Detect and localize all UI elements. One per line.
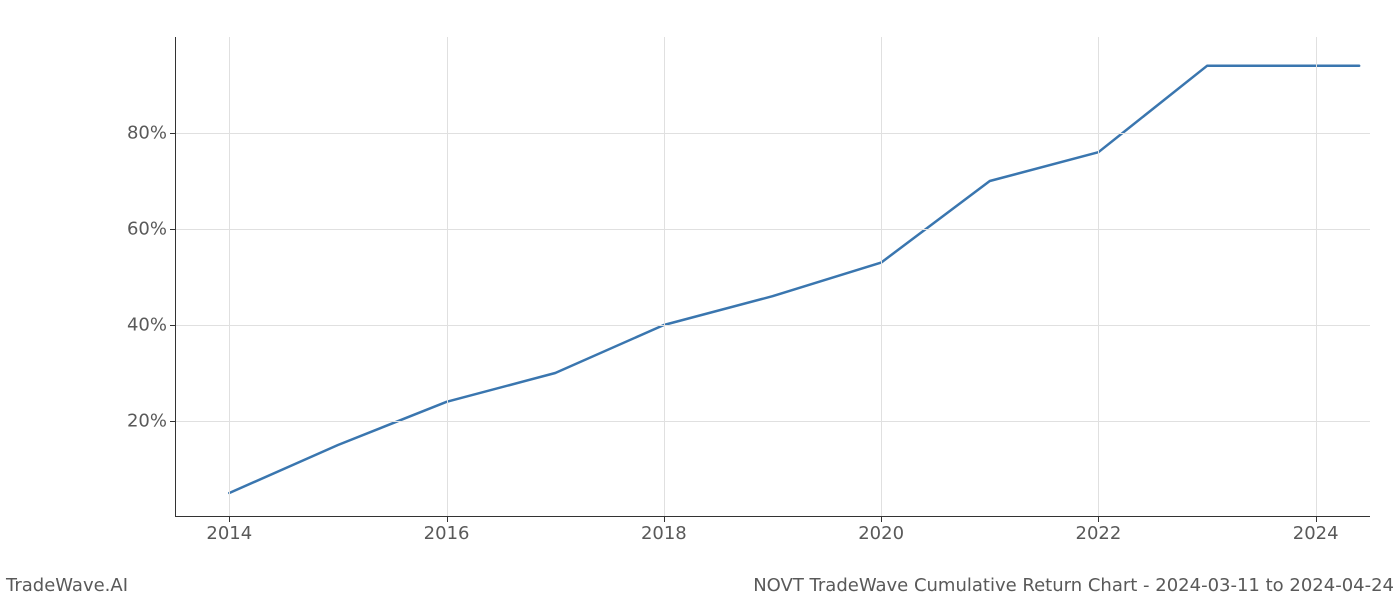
x-tick-label: 2024 — [1293, 523, 1339, 544]
y-axis-spine — [175, 37, 176, 517]
x-tick-label: 2020 — [858, 523, 904, 544]
footer-right-label: NOVT TradeWave Cumulative Return Chart -… — [753, 575, 1394, 596]
y-axis-labels: 20% 40% 60% 80% — [0, 37, 175, 517]
gridline-horizontal — [175, 229, 1370, 230]
gridline-vertical — [229, 37, 230, 517]
y-tick-label: 40% — [0, 315, 167, 336]
x-tick-label: 2014 — [206, 523, 252, 544]
gridline-vertical — [447, 37, 448, 517]
gridline-horizontal — [175, 325, 1370, 326]
y-tick-label: 20% — [0, 411, 167, 432]
footer-left-label: TradeWave.AI — [6, 575, 128, 596]
y-tick-label: 60% — [0, 219, 167, 240]
gridline-vertical — [1098, 37, 1099, 517]
x-tick-label: 2018 — [641, 523, 687, 544]
x-tick-label: 2016 — [424, 523, 470, 544]
gridline-vertical — [664, 37, 665, 517]
gridline-vertical — [1316, 37, 1317, 517]
gridline-horizontal — [175, 421, 1370, 422]
y-tick-label: 80% — [0, 123, 167, 144]
gridline-vertical — [881, 37, 882, 517]
plot-area — [175, 37, 1370, 517]
x-axis-labels: 2014 2016 2018 2020 2022 2024 — [175, 517, 1370, 547]
line-series-svg — [175, 37, 1370, 517]
gridline-horizontal — [175, 133, 1370, 134]
line-series-cumulative-return — [229, 66, 1359, 493]
x-tick-label: 2022 — [1076, 523, 1122, 544]
chart-container: 2014 2016 2018 2020 2022 2024 20% 40% 60% 80% Tr… — [0, 0, 1400, 600]
